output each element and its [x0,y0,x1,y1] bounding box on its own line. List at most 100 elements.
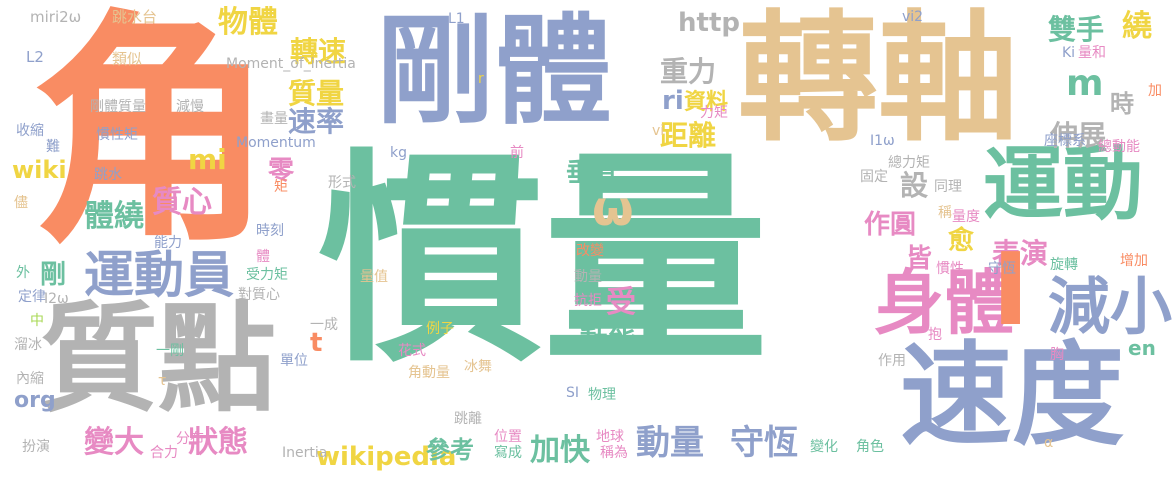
cloud-word: 慣性矩 [96,127,138,143]
cloud-word: 作用 [878,353,906,369]
cloud-word: 受 [606,285,636,320]
cloud-word: 能力 [154,235,182,251]
cloud-word: 定律 [18,289,46,305]
cloud-word: L1 [448,11,465,27]
cloud-word: 愈 [948,226,975,256]
cloud-word: 抱 [928,327,942,343]
cloud-word: 固定 [860,169,888,185]
cloud-word: 受力矩 [246,267,288,283]
cloud-word: m [1066,63,1104,104]
cloud-word: 座標系 [1044,133,1086,149]
cloud-word: 增加 [1120,253,1148,269]
cloud-word: 冰舞 [464,359,492,375]
cloud-word: 收縮 [16,123,44,139]
cloud-word: 狀態 [188,425,248,460]
cloud-word: 同理 [934,179,962,195]
cloud-word: 體繞 [84,199,144,234]
cloud-word: 加快 [530,433,590,468]
cloud-word: 寫成 [494,445,522,461]
cloud-word: 物理 [588,387,616,403]
cloud-word: vi2 [902,9,924,25]
cloud-word: 重力 [660,55,717,88]
cloud-word: Ki [1062,45,1076,61]
cloud-word: I1ω [870,133,895,149]
cloud-word: 慣量 [318,131,768,393]
cloud-word: 改變 [576,243,604,259]
cloud-word: 速度 [900,331,1124,461]
cloud-word: 稱 [938,205,952,221]
cloud-word: 剛 [40,260,67,290]
cloud-word: 總動能 [1098,139,1140,155]
cloud-word: 角色 [856,439,884,455]
cloud-word: 抗拒 [574,293,602,309]
cloud-word: 物體 [218,5,278,40]
cloud-word: 伸展 [1050,119,1107,152]
cloud-word: 角 [30,0,275,275]
cloud-word: r [478,71,484,87]
cloud-word: 時 [1110,90,1134,118]
cloud-word: 內縮 [16,371,44,387]
cloud-word: 減小 [1048,270,1173,343]
cloud-word: 剛體 [376,2,613,140]
cloud-word: 外 [16,265,30,281]
cloud-word: 單位 [280,353,308,369]
cloud-word: 稱為 [600,445,628,461]
cloud-word: 時刻 [256,223,284,239]
cloud-word: 皆 [906,244,933,274]
cloud-word: 運動員 [84,246,234,304]
cloud-word: 對質心 [238,287,280,303]
cloud-word: wikipedia [316,442,457,472]
cloud-word: 角動量 [408,365,450,381]
cloud-word: 質心 [152,185,212,220]
cloud-word: 一成 [310,317,338,333]
cloud-word: 地球 [596,429,624,445]
cloud-word: 變化 [810,439,838,455]
cloud-word: 身體 [874,262,1014,344]
cloud-word: 雙手 [1048,13,1105,46]
cloud-word: t [310,328,323,358]
cloud-word: 跳水 [94,167,122,183]
cloud-word: SI [566,385,580,401]
cloud-word: 體 [256,249,270,265]
cloud-word: 資料 [684,90,729,115]
cloud-word: miri2ω [30,8,82,26]
cloud-word: 動量 [636,423,704,463]
cloud-word: vi [652,123,665,139]
cloud-word: 力矩 [700,105,728,121]
cloud-word: L2 [26,48,44,66]
cloud-word: 加 [1148,83,1162,99]
cloud-word: 形式 [328,175,356,191]
cloud-word: 位置 [494,429,522,445]
cloud-word: 質點 [40,290,277,428]
cloud-word: 量值 [360,269,388,285]
cloud-word: 動能 [580,325,637,358]
cloud-word: 前 [510,145,524,161]
cloud-word: 慣性 [936,261,964,277]
cloud-word: 例子 [426,321,454,337]
cloud-word: 守恆 [730,423,798,463]
cloud-word: en [1128,336,1156,360]
cloud-word: 剛體質量 [90,99,146,115]
cloud-word: 垂直 [566,158,619,188]
cloud-word: wiki [12,156,67,184]
cloud-word: mi [188,143,227,176]
cloud-word: 胸 [1050,347,1064,363]
cloud-word: 儘 [14,195,28,211]
cloud-word: ri [662,86,684,116]
cloud-word: 分布 [176,431,204,447]
cloud-word: 轉速 [290,35,347,68]
cloud-word: 難 [46,139,60,155]
cloud-word: 矩 [274,179,288,195]
cloud-word: 跳水台 [112,8,158,26]
cloud-word: 質量 [288,77,345,110]
cloud-word: Inertia [282,445,328,461]
cloud-word: 總力矩 [888,155,930,171]
cloud-word: 類似 [112,50,143,68]
cloud-word: Momentum [236,135,316,151]
cloud-word: 表演 [992,237,1049,270]
cloud-word: 畫量 [260,111,288,127]
cloud-word: 動量 [574,269,602,285]
cloud-word: 距離 [660,119,717,152]
cloud-word: α [1044,435,1054,451]
